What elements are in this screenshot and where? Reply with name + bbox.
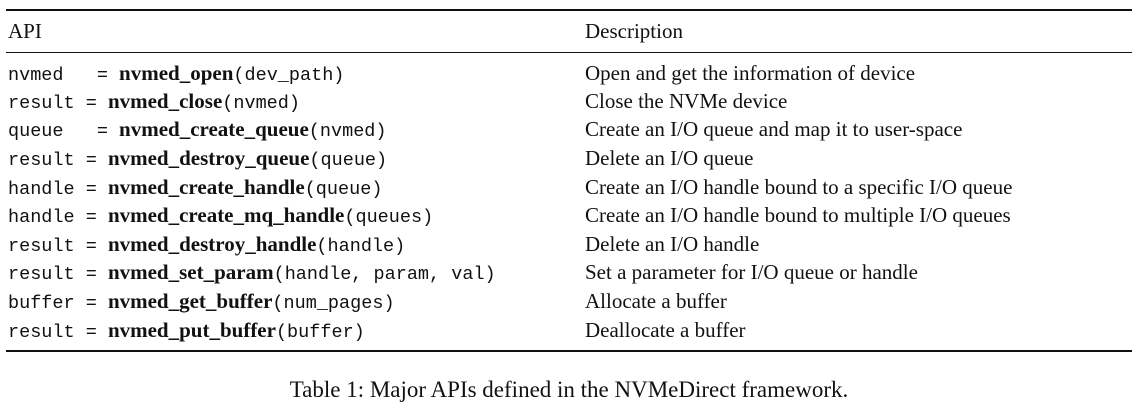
- function-args: (queue): [309, 149, 388, 171]
- function-name: nvmed_close: [107, 88, 223, 113]
- description-cell: Close the NVMe device: [585, 88, 788, 113]
- function-args: (handle): [316, 235, 406, 257]
- assign-op: =: [74, 178, 108, 200]
- function-name: nvmed_create_handle: [107, 174, 305, 199]
- assign-op: =: [85, 121, 120, 143]
- description-cell: Delete an I/O queue: [585, 145, 754, 170]
- api-cell: result = nvmed_destroy_handle(handle): [6, 230, 584, 259]
- function-args: (buffer): [275, 321, 365, 343]
- description-cell: Set a parameter for I/O queue or handle: [585, 260, 918, 285]
- return-var: handle: [8, 207, 75, 229]
- return-var: queue: [8, 121, 86, 143]
- assign-op: =: [74, 149, 108, 171]
- function-name: nvmed_open: [119, 60, 234, 85]
- return-var: nvmed: [8, 64, 86, 86]
- description-cell: Create an I/O queue and map it to user-s…: [585, 117, 963, 142]
- return-var: result: [8, 235, 75, 257]
- header-description: Description: [584, 9, 1132, 53]
- api-table-container: API Description nvmed = nvmed_open(dev_p…: [6, 9, 1132, 353]
- function-args: (dev_path): [233, 64, 345, 86]
- api-cell: queue = nvmed_create_queue(nvmed): [6, 116, 584, 145]
- assign-op: =: [74, 92, 108, 114]
- description-cell: Delete an I/O handle: [585, 231, 760, 256]
- table-row: buffer = nvmed_get_buffer(num_pages) All…: [6, 287, 1132, 316]
- api-cell: handle = nvmed_create_mq_handle(queues): [6, 201, 584, 230]
- table-caption: Table 1: Major APIs defined in the NVMeD…: [289, 377, 849, 402]
- assign-op: =: [74, 321, 108, 343]
- return-var: result: [8, 264, 75, 286]
- description-cell: Create an I/O handle bound to a specific…: [585, 174, 1013, 199]
- api-table: API Description nvmed = nvmed_open(dev_p…: [6, 9, 1132, 353]
- return-var: result: [8, 149, 75, 171]
- assign-op: =: [74, 207, 108, 229]
- table-row: queue = nvmed_create_queue(nvmed) Create…: [6, 116, 1132, 145]
- assign-op: =: [74, 235, 108, 257]
- table-row: handle = nvmed_create_handle(queue) Crea…: [6, 173, 1132, 202]
- table-row: handle = nvmed_create_mq_handle(queues) …: [6, 201, 1132, 230]
- function-name: nvmed_destroy_queue: [107, 145, 310, 170]
- api-cell: result = nvmed_set_param(handle, param, …: [6, 259, 584, 288]
- description-cell: Open and get the information of device: [585, 60, 916, 85]
- table-row: result = nvmed_set_param(handle, param, …: [6, 259, 1132, 288]
- function-args: (queues): [344, 207, 434, 229]
- header-api: API: [6, 9, 584, 53]
- description-cell: Allocate a buffer: [585, 288, 727, 313]
- table-header-row: API Description: [6, 9, 1132, 53]
- api-cell: result = nvmed_close(nvmed): [6, 87, 584, 116]
- function-name: nvmed_destroy_handle: [107, 231, 317, 256]
- assign-op: =: [74, 264, 108, 286]
- api-cell: result = nvmed_destroy_queue(queue): [6, 144, 584, 173]
- description-cell: Deallocate a buffer: [584, 315, 1132, 353]
- function-name: nvmed_create_queue: [119, 117, 309, 142]
- function-args: (queue): [304, 178, 383, 200]
- return-var: buffer: [8, 292, 75, 314]
- assign-op: =: [85, 64, 120, 86]
- function-name: nvmed_put_buffer: [107, 317, 276, 342]
- api-cell: nvmed = nvmed_open(dev_path): [6, 53, 584, 88]
- api-cell: handle = nvmed_create_handle(queue): [6, 173, 584, 202]
- return-var: result: [8, 92, 75, 114]
- return-var: handle: [8, 178, 75, 200]
- table-row: nvmed = nvmed_open(dev_path) Open and ge…: [6, 53, 1132, 88]
- table-row: result = nvmed_put_buffer(buffer) Deallo…: [6, 315, 1132, 353]
- function-args: (nvmed): [222, 92, 300, 114]
- return-var: result: [8, 321, 75, 343]
- function-name: nvmed_create_mq_handle: [107, 203, 345, 228]
- function-name: nvmed_get_buffer: [107, 288, 273, 313]
- table-body: nvmed = nvmed_open(dev_path) Open and ge…: [6, 53, 1132, 353]
- api-cell: result = nvmed_put_buffer(buffer): [6, 315, 584, 353]
- function-name: nvmed_set_param: [107, 260, 274, 285]
- assign-op: =: [74, 292, 108, 314]
- table-row: result = nvmed_destroy_handle(handle) De…: [6, 230, 1132, 259]
- table-row: result = nvmed_close(nvmed) Close the NV…: [6, 87, 1132, 116]
- function-args: (handle, param, val): [273, 264, 496, 286]
- function-args: (nvmed): [308, 121, 387, 143]
- api-cell: buffer = nvmed_get_buffer(num_pages): [6, 287, 584, 316]
- function-args: (num_pages): [272, 292, 395, 314]
- table-row: result = nvmed_destroy_queue(queue) Dele…: [6, 144, 1132, 173]
- description-cell: Create an I/O handle bound to multiple I…: [585, 203, 1011, 228]
